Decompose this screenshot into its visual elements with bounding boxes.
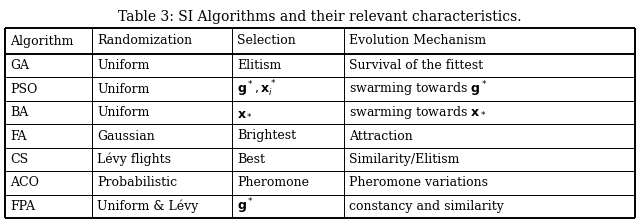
Text: Best: Best xyxy=(237,153,265,166)
Text: Table 3: SI Algorithms and their relevant characteristics.: Table 3: SI Algorithms and their relevan… xyxy=(118,10,522,24)
Text: CS: CS xyxy=(10,153,28,166)
Text: Similarity/Elitism: Similarity/Elitism xyxy=(349,153,460,166)
Text: FA: FA xyxy=(10,130,26,143)
Text: $\mathbf{g}^*$: $\mathbf{g}^*$ xyxy=(237,196,254,216)
Text: Gaussian: Gaussian xyxy=(97,130,155,143)
Text: FPA: FPA xyxy=(10,200,35,213)
Text: Randomization: Randomization xyxy=(97,34,192,48)
Text: $\mathbf{x}_*$: $\mathbf{x}_*$ xyxy=(237,106,253,119)
Text: Brightest: Brightest xyxy=(237,130,296,143)
Text: $\mathbf{g}^*, \mathbf{x}_i^*$: $\mathbf{g}^*, \mathbf{x}_i^*$ xyxy=(237,79,276,99)
Text: ACO: ACO xyxy=(10,176,39,189)
Text: Selection: Selection xyxy=(237,34,296,48)
Text: Attraction: Attraction xyxy=(349,130,413,143)
Text: BA: BA xyxy=(10,106,28,119)
Text: Uniform: Uniform xyxy=(97,83,149,96)
Text: Survival of the fittest: Survival of the fittest xyxy=(349,59,483,72)
Text: constancy and similarity: constancy and similarity xyxy=(349,200,504,213)
Text: Uniform & Lévy: Uniform & Lévy xyxy=(97,200,198,213)
Text: Pheromone variations: Pheromone variations xyxy=(349,176,488,189)
Text: Evolution Mechanism: Evolution Mechanism xyxy=(349,34,486,48)
Text: Elitism: Elitism xyxy=(237,59,281,72)
Text: Uniform: Uniform xyxy=(97,106,149,119)
Text: Pheromone: Pheromone xyxy=(237,176,309,189)
Text: Algorithm: Algorithm xyxy=(10,34,74,48)
Text: Uniform: Uniform xyxy=(97,59,149,72)
Text: PSO: PSO xyxy=(10,83,37,96)
Text: Probabilistic: Probabilistic xyxy=(97,176,177,189)
Text: swarming towards $\mathbf{x}_*$: swarming towards $\mathbf{x}_*$ xyxy=(349,104,486,121)
Text: swarming towards $\mathbf{g}^*$: swarming towards $\mathbf{g}^*$ xyxy=(349,79,488,99)
Text: GA: GA xyxy=(10,59,29,72)
Text: Lévy flights: Lévy flights xyxy=(97,153,171,166)
